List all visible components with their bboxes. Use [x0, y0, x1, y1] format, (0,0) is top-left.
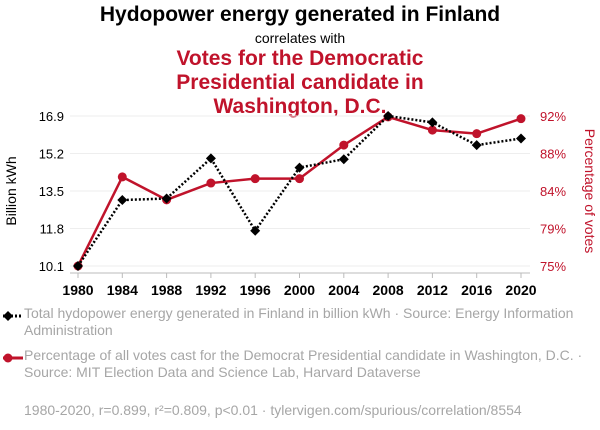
y-tick-right: 79%	[540, 222, 566, 237]
y-axis-label-right: Percentage of votes	[582, 129, 598, 254]
y-tick-right: 84%	[540, 184, 566, 199]
hydro-point	[205, 153, 216, 164]
x-tick-label: 1992	[195, 282, 226, 298]
y-tick-left: 15.2	[39, 147, 64, 162]
votes-point	[339, 140, 349, 150]
x-tick-label: 2000	[284, 282, 315, 298]
legend-marker-circle-icon	[3, 353, 23, 363]
x-tick-label: 1984	[107, 282, 138, 298]
x-tick-label: 1996	[240, 282, 271, 298]
votes-point	[250, 174, 260, 184]
x-tick-label: 2012	[417, 282, 448, 298]
hydro-point	[471, 140, 482, 151]
y-tick-right: 92%	[540, 109, 566, 124]
hydro-point	[516, 133, 526, 144]
votes-point	[206, 178, 216, 188]
votes-point	[295, 174, 304, 184]
hydro-point	[338, 154, 349, 165]
x-tick-label: 2020	[505, 282, 536, 298]
hydro-point	[161, 193, 172, 204]
y-tick-left: 11.8	[40, 222, 64, 237]
legend-label: Percentage of all votes cast for the Dem…	[24, 347, 583, 380]
votes-point	[427, 125, 437, 135]
x-tick-label: 2016	[461, 282, 492, 298]
votes-point	[117, 172, 127, 182]
y-axis-label-left: Billion kWh	[3, 156, 19, 225]
y-tick-right: 88%	[540, 147, 566, 162]
hydro-point	[73, 261, 83, 271]
y-tick-right: 75%	[540, 259, 566, 274]
x-tick-label: 1980	[62, 282, 93, 298]
legend-item-hydro: Total hydopower energy generated in Finl…	[3, 305, 584, 339]
hydro-point	[427, 117, 438, 128]
hydro-point	[250, 225, 261, 236]
y-tick-left: 16.9	[39, 109, 64, 124]
chart-title: Hydopower energy generated in Finland	[99, 3, 501, 26]
footer-stats: 1980-2020, r=0.899, r²=0.809, p<0.01 · t…	[24, 402, 522, 418]
chart-title-2: Votes for the Democratic Presidential ca…	[176, 47, 424, 118]
hydro-point	[117, 195, 128, 206]
x-tick-label: 2004	[328, 282, 359, 298]
chart-subtitle: correlates with	[254, 30, 346, 46]
legend-marker-diamond-icon	[3, 311, 23, 321]
votes-point	[472, 129, 482, 139]
y-tick-left: 13.5	[39, 184, 64, 199]
hydro-point	[383, 111, 394, 121]
legend-label: Total hydopower energy generated in Finl…	[24, 305, 574, 338]
x-tick-label: 1988	[151, 282, 182, 298]
legend-item-votes: Percentage of all votes cast for the Dem…	[3, 347, 584, 381]
hydro-point	[294, 162, 305, 173]
chart-plot: 16.9 92% 15.2 88% 13.5 84% 11.8 79% 10.1 75% 1980 1…	[3, 109, 598, 298]
x-tick-label: 2008	[373, 282, 404, 298]
votes-point	[516, 114, 526, 124]
y-tick-left: 10.1	[39, 259, 64, 274]
